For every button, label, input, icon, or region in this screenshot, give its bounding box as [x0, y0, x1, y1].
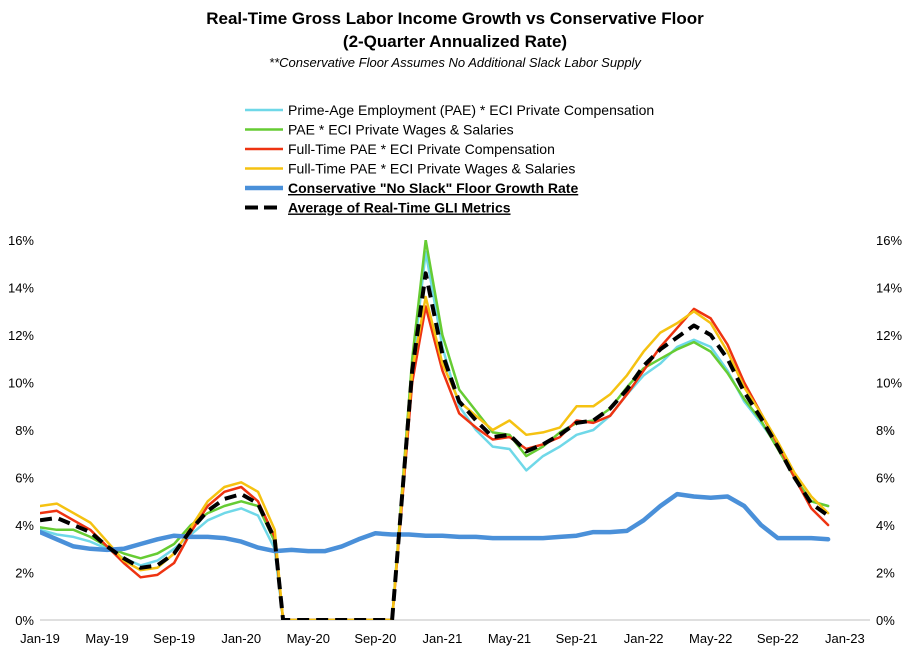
y-tick-label-left: 0% — [15, 613, 34, 628]
series-lines — [40, 240, 831, 620]
y-tick-label-right: 4% — [876, 518, 895, 533]
y-tick-label-right: 10% — [876, 376, 902, 391]
y-tick-label-left: 16% — [8, 233, 34, 248]
x-tick-label: Sep-19 — [153, 631, 195, 646]
y-tick-label-right: 8% — [876, 423, 895, 438]
chart-subtitle: **Conservative Floor Assumes No Addition… — [269, 55, 641, 70]
y-tick-label-left: 8% — [15, 423, 34, 438]
y-tick-label-right: 12% — [876, 328, 902, 343]
legend-label: Prime-Age Employment (PAE) * ECI Private… — [288, 102, 654, 118]
series-line-5 — [40, 491, 831, 554]
series-line-4 — [40, 295, 830, 620]
x-tick-label: May-21 — [488, 631, 531, 646]
y-tick-label-right: 2% — [876, 566, 895, 581]
chart-title: Real-Time Gross Labor Income Growth vs C… — [206, 9, 704, 28]
y-tick-label-right: 6% — [876, 471, 895, 486]
y-tick-label-right: 16% — [876, 233, 902, 248]
x-tick-label: Jan-22 — [624, 631, 664, 646]
chart-title-line2: (2-Quarter Annualized Rate) — [342, 32, 568, 51]
x-tick-label: May-19 — [85, 631, 128, 646]
x-tick-label: Jan-21 — [423, 631, 463, 646]
x-tick-label: Sep-21 — [556, 631, 598, 646]
y-tick-label-right: 0% — [876, 613, 895, 628]
x-tick-label: May-22 — [689, 631, 732, 646]
series-line-6 — [40, 271, 830, 620]
axes: 0% 0% 2% 2% 4% 4% 6% 6% 8% 8% 10% 10% 12% 12% 14% 14% 16… — [8, 233, 902, 646]
legend-label: Full-Time PAE * ECI Private Wages & Sala… — [288, 161, 575, 177]
x-tick-label: Jan-20 — [221, 631, 261, 646]
series-line-2 — [40, 240, 830, 620]
x-tick-label: Jan-19 — [20, 631, 60, 646]
legend-label: Conservative "No Slack" Floor Growth Rat… — [288, 180, 578, 196]
series-line-3 — [40, 305, 830, 620]
y-tick-label-left: 14% — [8, 281, 34, 296]
y-tick-label-right: 14% — [876, 281, 902, 296]
y-tick-label-left: 10% — [8, 376, 34, 391]
legend-label: Average of Real-Time GLI Metrics — [288, 200, 511, 216]
x-tick-label: May-20 — [287, 631, 330, 646]
y-tick-label-left: 4% — [15, 518, 34, 533]
legend-label: PAE * ECI Private Wages & Salaries — [288, 122, 514, 138]
x-tick-label: Sep-22 — [757, 631, 799, 646]
y-tick-label-left: 6% — [15, 471, 34, 486]
y-tick-label-left: 12% — [8, 328, 34, 343]
legend: Prime-Age Employment (PAE) * ECI Private… — [245, 102, 654, 216]
x-tick-label: Jan-23 — [825, 631, 865, 646]
y-tick-label-left: 2% — [15, 566, 34, 581]
series-line-1 — [40, 250, 830, 620]
x-tick-label: Sep-20 — [354, 631, 396, 646]
legend-label: Full-Time PAE * ECI Private Compensation — [288, 141, 555, 157]
